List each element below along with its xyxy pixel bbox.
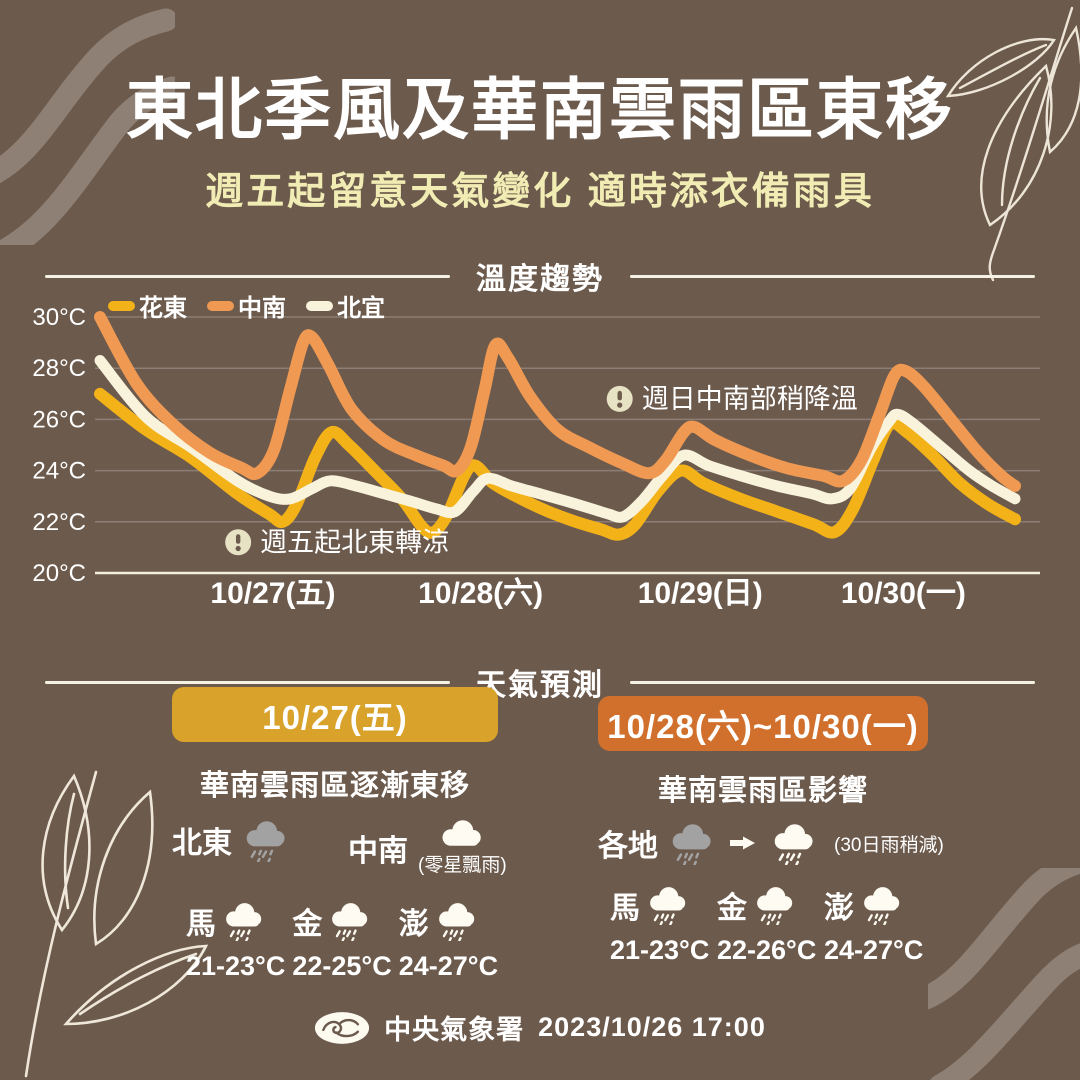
svg-text:週五起北東轉涼: 週五起北東轉涼 — [260, 527, 449, 557]
rain-cloud-icon — [328, 901, 372, 941]
island-forecast-row: 馬 21-23°C 金 22-26°C 澎 — [610, 883, 928, 966]
agency-name: 中央氣象署 — [384, 1015, 525, 1045]
divider-line — [45, 680, 450, 684]
island-temp-range: 24-27°C — [824, 935, 924, 965]
page-title: 東北季風及華南雲雨區東移 — [126, 73, 954, 148]
region-forecast-row: 北東 中南 (零星飄雨) — [172, 818, 507, 877]
issue-datetime: 2023/10/26 17:00 — [538, 1012, 766, 1042]
rain-cloud-icon — [435, 901, 479, 941]
temperature-section-divider: 溫度趨勢 — [45, 254, 1035, 298]
svg-text:22°C: 22°C — [32, 509, 86, 536]
svg-text:28°C: 28°C — [32, 355, 86, 382]
region-label: 中南 — [348, 834, 408, 868]
island-label: 金 — [717, 892, 747, 925]
arrow-right-icon — [730, 836, 755, 850]
legend-label-huadong: 花東 — [139, 295, 187, 322]
region-label: 各地 — [598, 830, 658, 863]
island-temp-range: 24-27°C — [398, 951, 499, 981]
legend-label-zhongnan: 中南 — [238, 295, 286, 322]
rain-cloud-icon — [242, 819, 290, 862]
svg-text:20°C: 20°C — [32, 560, 86, 587]
forecast-column-friday: 10/27(五) 華南雲雨區逐漸東移 北東 中南 (零星飄雨) — [172, 687, 507, 982]
drizzle-note: (零星飄雨) — [418, 855, 507, 876]
island-label: 金 — [292, 908, 323, 941]
region-label: 北東 — [172, 827, 232, 860]
island-label: 澎 — [398, 908, 429, 941]
rain-cloud-icon — [753, 885, 797, 925]
chart-legend: 花東 中南 北宜 — [108, 288, 385, 323]
region-central-south: 中南 (零星飄雨) — [348, 818, 507, 877]
island-kinmen: 金 22-25°C — [292, 899, 392, 982]
island-temp-range: 22-25°C — [292, 951, 392, 981]
rain-cloud-icon — [860, 885, 904, 925]
temperature-trend-chart: 30°C 28°C 26°C 24°C 22°C 20°C 10/27(五) 10/28(六)… — [32, 305, 1040, 610]
rain-cloud-icon — [668, 822, 716, 865]
island-temp-range: 21-23°C — [610, 935, 710, 965]
svg-text:26°C: 26°C — [32, 406, 86, 433]
divider-line — [630, 680, 1035, 684]
legend-label-beiyi: 北宜 — [337, 295, 385, 322]
cloud-icon — [438, 818, 486, 848]
footer: 中央氣象署 2023/10/26 17:00 — [0, 1008, 1080, 1047]
legend-item-beiyi: 北宜 — [306, 288, 385, 323]
island-matsu: 馬 21-23°C — [610, 883, 710, 966]
svg-text:10/28(六): 10/28(六) — [418, 577, 543, 610]
island-penghu: 澎 24-27°C — [824, 883, 924, 966]
island-temp-range: 22-26°C — [717, 935, 817, 965]
region-everywhere: 各地 (30日雨稍減) — [598, 821, 944, 865]
rain-cloud-icon — [646, 885, 690, 925]
island-temp-range: 21-23°C — [186, 951, 286, 981]
forecast-headline-friday: 華南雲雨區逐漸東移 — [199, 770, 470, 802]
region-forecast-row: 各地 (30日雨稍減) — [598, 821, 944, 865]
island-forecast-row: 馬 21-23°C 金 22-25°C 澎 — [186, 899, 498, 982]
island-kinmen: 金 22-26°C — [717, 883, 817, 966]
forecast-column-weekend: 10/28(六)~10/30(一) 華南雲雨區影響 各地 (30日雨稍減) 馬 — [598, 696, 944, 966]
cwa-logo — [315, 1011, 370, 1044]
rain-cloud-icon — [222, 901, 266, 941]
date-badge-weekend: 10/28(六)~10/30(一) — [598, 696, 928, 751]
legend-chip-zhongnan — [207, 300, 234, 311]
rain-cloud-icon — [770, 822, 818, 865]
svg-text:10/29(日): 10/29(日) — [638, 577, 763, 610]
forecast-headline-weekend: 華南雲雨區影響 — [657, 775, 868, 807]
island-label: 馬 — [186, 908, 216, 941]
svg-text:週日中南部稍降溫: 週日中南部稍降溫 — [642, 384, 858, 414]
svg-text:10/27(五): 10/27(五) — [210, 577, 335, 610]
island-matsu: 馬 21-23°C — [186, 899, 285, 982]
divider-line — [630, 274, 1035, 278]
cloud-with-note: (零星飄雨) — [418, 818, 507, 877]
rain-decrease-note: (30日雨稍減) — [834, 834, 944, 856]
legend-item-zhongnan: 中南 — [207, 288, 286, 323]
divider-line — [45, 274, 450, 278]
date-badge-friday: 10/27(五) — [172, 687, 498, 742]
temperature-section-heading: 溫度趨勢 — [476, 263, 604, 296]
legend-chip-huadong — [108, 300, 135, 311]
page-subtitle: 週五起留意天氣變化 適時添衣備雨具 — [205, 171, 875, 213]
svg-text:30°C: 30°C — [32, 305, 86, 331]
svg-text:10/30(一): 10/30(一) — [841, 577, 966, 610]
island-label: 澎 — [824, 892, 854, 925]
forecast-section: 10/27(五) 華南雲雨區逐漸東移 北東 中南 (零星飄雨) — [0, 650, 1080, 1010]
region-northeast: 北東 — [172, 818, 290, 862]
svg-text:24°C: 24°C — [32, 458, 86, 485]
island-label: 馬 — [610, 892, 640, 925]
legend-chip-beiyi — [306, 300, 333, 311]
island-penghu: 澎 24-27°C — [399, 899, 498, 982]
legend-item-huadong: 花東 — [108, 288, 187, 323]
